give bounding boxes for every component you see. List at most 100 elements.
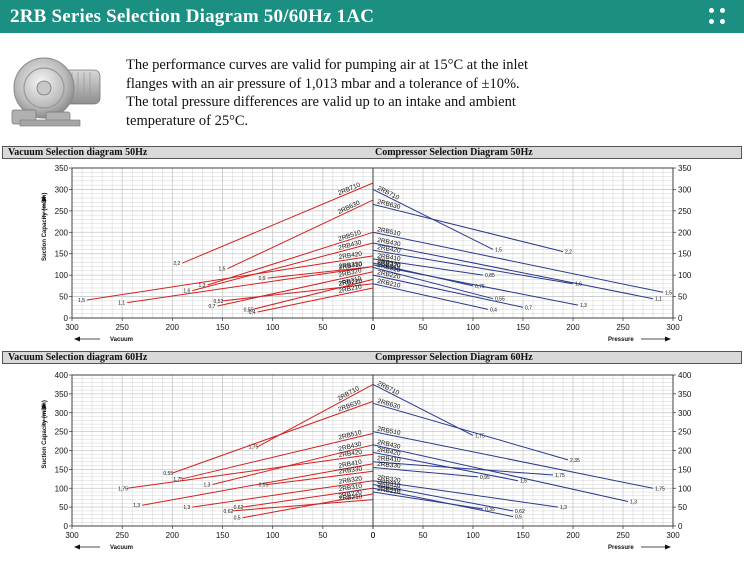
y-tick-label: 0 (678, 522, 683, 531)
curve-label: 2RB510 (377, 426, 402, 438)
x-tick-label: 300 (666, 323, 680, 332)
header-bar: 2RB Series Selection Diagram 50/60Hz 1AC (0, 0, 744, 33)
curve-power-label: 0,55 (244, 307, 254, 313)
y-tick-label: 150 (55, 250, 69, 259)
y-tick-label: 350 (55, 164, 69, 173)
y-arrow-head (41, 195, 47, 201)
curve-2rb210 (257, 287, 374, 313)
chart-0: 300 250 200 150 100 50 0 0 50 100 150 200 250 300 350 V… (41, 164, 376, 343)
y-tick-label: 50 (678, 503, 687, 512)
y-tick-label: 200 (55, 228, 69, 237)
curve-label: 2RB420 (338, 251, 363, 262)
y-tick-label: 0 (64, 314, 69, 323)
curve-power-label: 0,52 (214, 299, 224, 305)
vacuum-arrow-head (74, 336, 80, 342)
y-tick-label: 250 (678, 207, 692, 216)
x-tick-label: 300 (666, 531, 680, 540)
curve-power-label: 1,3 (198, 283, 205, 289)
curve-label: 2RB210 (339, 493, 363, 502)
curve-2rb310 (242, 487, 374, 508)
curve-2rb410 (127, 266, 374, 304)
y-tick-label: 300 (55, 409, 69, 418)
curve-power-label: 1,5 (495, 247, 502, 253)
y-tick-label: 350 (55, 390, 69, 399)
curve-power-label: 1,6 (183, 289, 190, 295)
curve-power-label: 0,4 (249, 310, 256, 316)
curve-2rb630 (227, 199, 374, 270)
curve-power-label: 0,35 (485, 507, 495, 513)
curve-2rb510 (207, 231, 374, 286)
curve-label: 2RB330 (377, 461, 401, 470)
curve-label: 2RB710 (337, 181, 362, 197)
section-bar-60hz: Vacuum Selection diagram 60Hz Compressor… (2, 351, 742, 364)
curve-label: 2RB320 (377, 259, 402, 270)
curve-2rb220 (222, 283, 374, 302)
curve-power-label: 0,62 (234, 505, 244, 511)
curve-2rb310 (252, 278, 374, 310)
grid-dots-icon[interactable] (706, 5, 728, 27)
curve-label: 2RB320 (377, 474, 402, 484)
x-tick-label: 150 (216, 323, 230, 332)
y-tick-label: 50 (678, 293, 687, 302)
curve-2rb510 (372, 431, 654, 489)
curve-label: 2RB220 (377, 269, 402, 281)
curve-label: 2RB330 (338, 261, 362, 271)
x-tick-label: 300 (65, 531, 79, 540)
y-tick-label: 400 (678, 371, 692, 380)
curve-power-label: 0,85 (485, 273, 495, 279)
curve-2rb210 (372, 283, 489, 310)
y-tick-label: 0 (64, 522, 69, 531)
y-tick-label: 100 (55, 484, 69, 493)
x-tick-label: 250 (115, 323, 129, 332)
y-tick-label: 150 (55, 465, 69, 474)
curve-2rb430 (212, 444, 374, 485)
x-tick-label: 100 (266, 531, 280, 540)
y-tick-label: 300 (55, 185, 69, 194)
curve-2rb420 (86, 255, 374, 301)
curve-power-label: 0,4 (490, 307, 497, 313)
curve-2rb630 (172, 400, 374, 474)
curve-power-label: 0,62 (224, 509, 234, 515)
chart-2: 300 250 200 150 100 50 0 0 50 100 150 200 250 300 350 4… (41, 371, 376, 551)
section-title-compressor-50hz: Compressor Selection Diagram 50Hz (375, 147, 533, 158)
curve-2rb320 (372, 264, 579, 306)
curve-2rb220 (242, 493, 374, 519)
y-tick-label: 350 (678, 164, 692, 173)
y-tick-label: 400 (55, 371, 69, 380)
section-title-vacuum-50hz: Vacuum Selection diagram 50Hz (8, 147, 148, 158)
curve-power-label: 0,75 (475, 284, 485, 290)
curve-2rb430 (192, 242, 374, 292)
curve-2rb210 (232, 499, 374, 512)
curve-label: 2RB320 (338, 475, 363, 485)
x-tick-label: 50 (419, 531, 428, 540)
curve-power-label: 1,1 (118, 301, 125, 307)
y-tick-label: 100 (678, 271, 692, 280)
x-tick-label: 200 (166, 323, 180, 332)
curve-power-label: 0,95 (259, 482, 269, 488)
curve-2rb310 (372, 266, 494, 300)
section-bar-50hz: Vacuum Selection diagram 50Hz Compressor… (2, 146, 742, 159)
curve-power-label: 0,9 (259, 276, 266, 282)
y-tick-label: 150 (678, 465, 692, 474)
curve-power-label: 0,5 (234, 516, 241, 522)
curve-label: 2RB310 (338, 483, 363, 493)
curve-power-label: 1,3 (183, 505, 190, 511)
x-tick-label: 0 (371, 531, 376, 540)
curve-power-label: 1,75 (555, 473, 565, 479)
curve-2rb410 (372, 258, 484, 276)
curve-2rb710 (257, 383, 374, 448)
x-tick-label: 100 (466, 531, 480, 540)
x-axis-label: Vacuum (110, 545, 133, 551)
curve-2rb410 (142, 463, 374, 506)
curve-power-label: 0,55 (495, 297, 505, 303)
x-tick-label: 50 (318, 531, 327, 540)
x-tick-label: 250 (616, 323, 630, 332)
curve-label: 2RB420 (377, 244, 402, 255)
curve-label: 2RB410 (377, 455, 401, 464)
side-channel-blower-image (11, 57, 101, 127)
curve-power-label: 1,3 (630, 499, 637, 505)
pressure-arrow-head (665, 336, 671, 342)
curve-label: 2RB310 (377, 478, 402, 489)
curve-power-label: 1,75 (118, 486, 128, 492)
